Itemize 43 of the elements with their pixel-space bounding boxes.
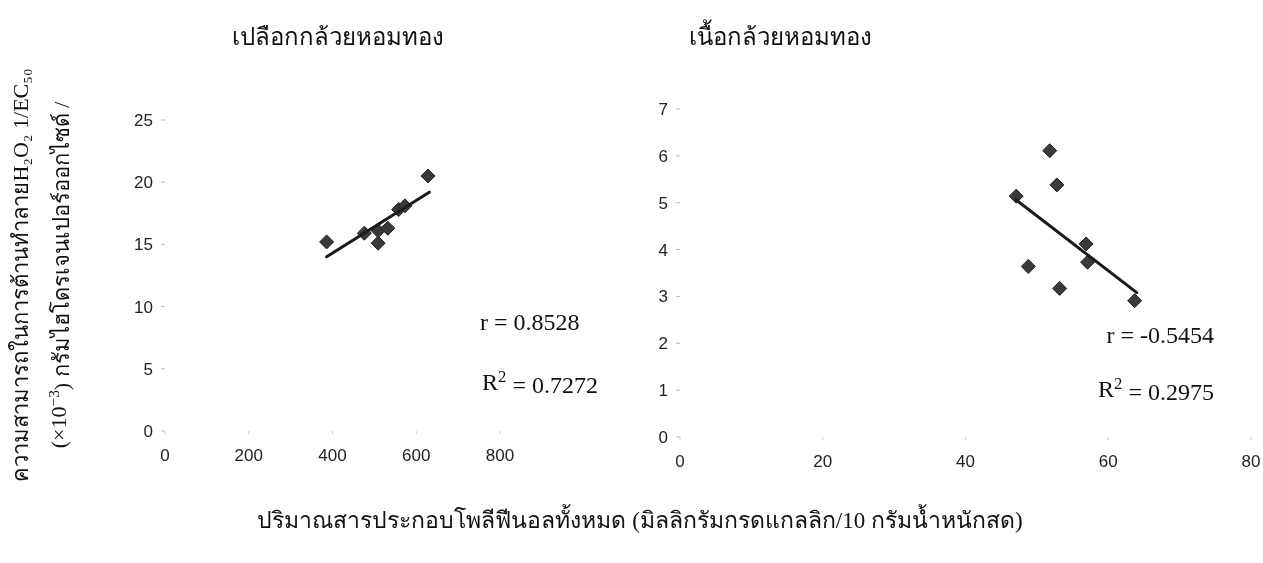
point [1078, 236, 1094, 252]
x-tick-label: 600 [402, 446, 431, 465]
x-tick-label: 80 [1241, 452, 1261, 471]
point [319, 234, 335, 250]
y-tick-label: 25 [134, 111, 153, 130]
point [1020, 258, 1036, 274]
x-tick-label: 40 [956, 452, 975, 471]
y-tick-label: 15 [134, 235, 153, 255]
y-tick-label: 7 [658, 100, 668, 119]
chart-title: เนื้อกล้วยหอมทอง [688, 19, 872, 50]
point [1127, 293, 1143, 309]
x-tick-label: 20 [813, 452, 833, 471]
x-tick-label: 0 [160, 446, 170, 465]
y-tick-label: 10 [134, 297, 153, 317]
x-tick-label: 60 [1098, 452, 1118, 471]
point [420, 168, 436, 184]
y-tick-label: 0 [143, 422, 153, 441]
annotation: R$^{2}$ = 0.7272 [482, 367, 598, 399]
y-tick-label: 5 [143, 359, 153, 379]
point [1080, 254, 1096, 270]
y-tick-label: 1 [658, 381, 668, 401]
annotation: r = -0.5454 [1106, 322, 1214, 348]
point [1008, 188, 1024, 204]
point [380, 220, 396, 236]
y-tick-label: 6 [658, 146, 668, 166]
point [370, 235, 386, 251]
point [1049, 177, 1065, 193]
x-axis-title: ปริมาณสารประกอบโพลีฟีนอลทั้งหมด (มิลลิกรัมกรดแกลลิก/10 กรัมน้ำหนักสด) [257, 504, 1023, 533]
y-tick-label: 5 [658, 193, 668, 213]
point [1042, 143, 1058, 159]
annotation: R$^{2}$ = 0.2975 [1098, 374, 1214, 406]
point [1052, 280, 1068, 296]
annotation: r = 0.8528 [480, 309, 580, 335]
x-tick-label: 0 [675, 452, 685, 471]
x-tick-label: 800 [485, 446, 515, 465]
y-tick-label: 3 [658, 287, 668, 307]
x-tick-label: 400 [318, 446, 347, 465]
x-tick-label: 200 [234, 446, 263, 465]
chart-title: เปลือกกล้วยหอมทอง [232, 24, 444, 50]
y-tick-label: 0 [658, 428, 668, 447]
y-tick-label: 2 [658, 334, 668, 354]
y-tick-label: 20 [134, 173, 153, 193]
y-tick-label: 4 [658, 240, 668, 260]
